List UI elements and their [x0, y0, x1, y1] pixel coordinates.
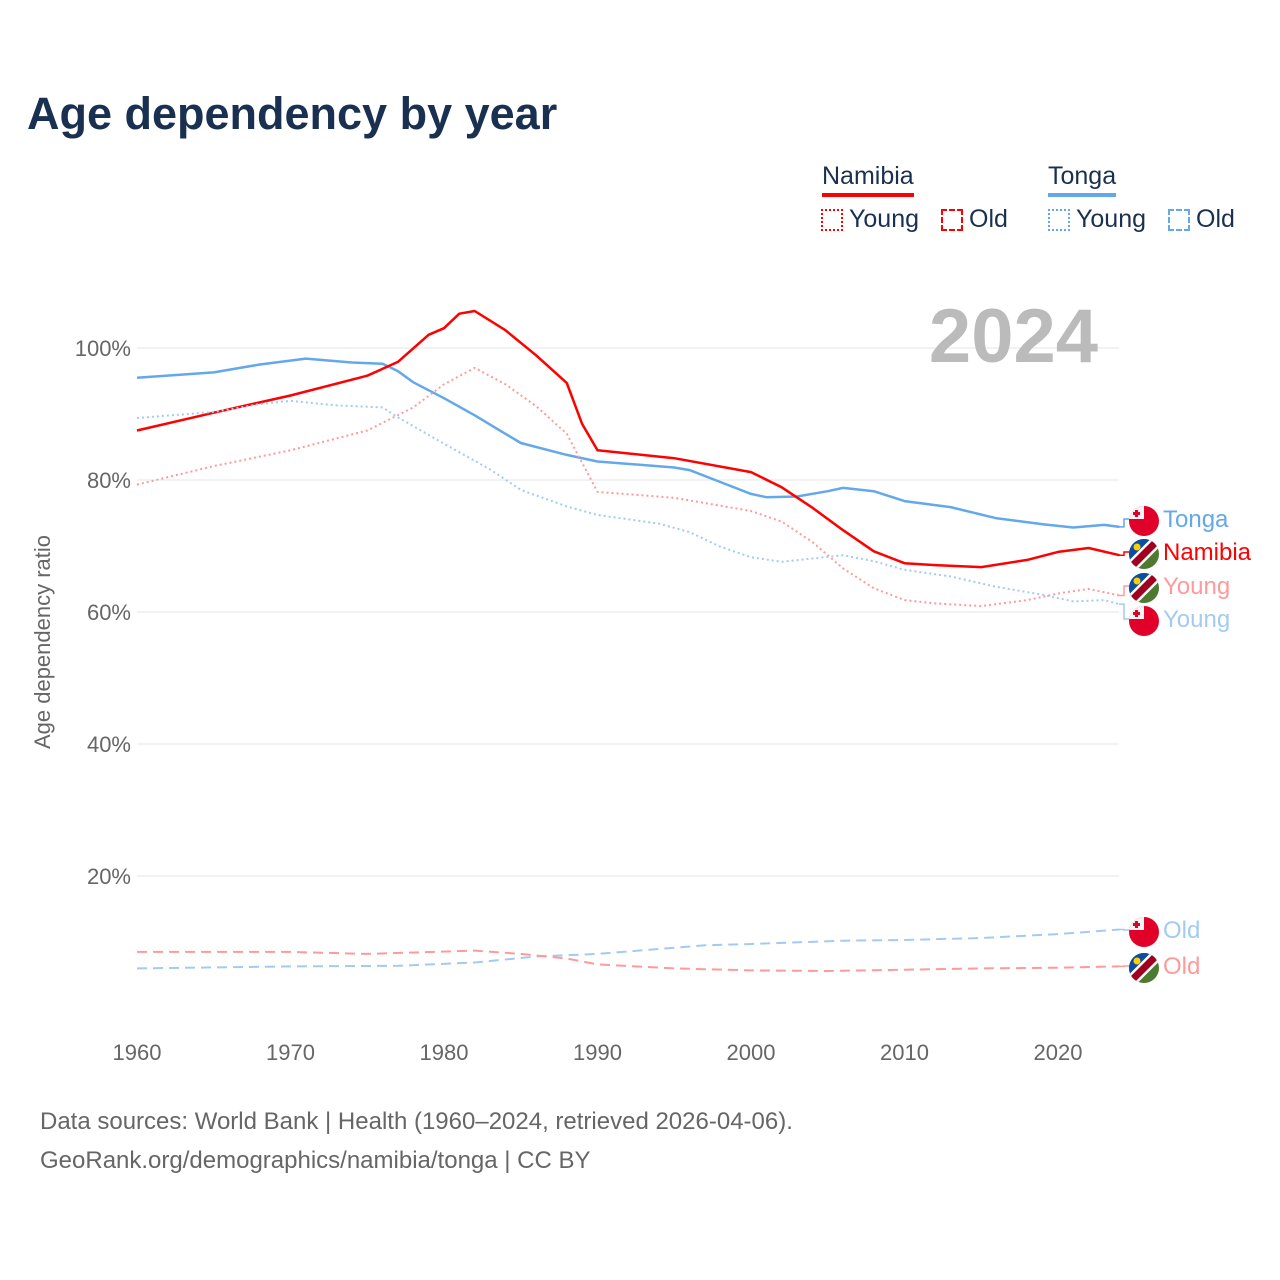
series-line-tonga[interactable] — [136, 357, 1120, 529]
legend-tonga[interactable]: Tonga — [1048, 162, 1117, 197]
series-line-namibia-young[interactable] — [136, 366, 1120, 608]
series-line-tonga-young[interactable] — [136, 399, 1120, 606]
y-tick-label: 100% — [75, 336, 131, 361]
label-connector — [1119, 928, 1130, 931]
series-end-label: Old — [1163, 953, 1200, 980]
x-tick-label: 2020 — [1034, 1040, 1083, 1065]
series-line-namibia[interactable] — [136, 309, 1120, 569]
legend-namibia-young[interactable]: Young — [821, 205, 919, 234]
namibia-flag-icon — [1129, 539, 1159, 569]
label-connector — [1119, 518, 1130, 528]
namibia-flag-icon — [1129, 953, 1159, 983]
legend-tonga-young[interactable]: Young — [1048, 205, 1146, 234]
chart-title: Age dependency by year — [27, 88, 558, 139]
y-tick-label: 20% — [87, 864, 131, 889]
dashed-swatch-icon — [941, 208, 963, 231]
legend-label: Young — [849, 205, 919, 233]
namibia-flag-icon — [1129, 573, 1159, 603]
x-tick-label: 1990 — [573, 1040, 622, 1065]
y-tick-label: 40% — [87, 732, 131, 757]
y-axis-label: Age dependency ratio — [30, 535, 55, 749]
x-tick-label: 1960 — [113, 1040, 162, 1065]
series-line-tonga-old[interactable] — [136, 928, 1120, 970]
series-end-label: Tonga — [1163, 506, 1229, 533]
dotted-swatch-icon — [821, 208, 843, 231]
series-end-label: Namibia — [1163, 539, 1252, 566]
x-tick-label: 1980 — [420, 1040, 469, 1065]
footer-sources: Data sources: World Bank | Health (1960–… — [40, 1108, 793, 1135]
y-tick-label: 80% — [87, 468, 131, 493]
dashed-swatch-icon — [1168, 208, 1190, 231]
tonga-flag-icon — [1129, 606, 1159, 636]
legend-tonga-old[interactable]: Old — [1168, 205, 1235, 234]
footer-attribution[interactable]: GeoRank.org/demographics/namibia/tonga |… — [40, 1147, 591, 1174]
legend-label: Old — [969, 205, 1008, 233]
legend-namibia[interactable]: Namibia — [822, 162, 914, 197]
legend-namibia-old[interactable]: Old — [941, 205, 1008, 234]
series-line-namibia-old[interactable] — [137, 949, 1120, 972]
x-tick-label: 1970 — [266, 1040, 315, 1065]
y-tick-label: 60% — [87, 600, 131, 625]
tonga-flag-icon — [1129, 917, 1159, 947]
series-end-label: Old — [1163, 917, 1200, 944]
x-tick-label: 2010 — [880, 1040, 929, 1065]
tonga-flag-icon — [1129, 506, 1159, 536]
x-tick-label: 2000 — [727, 1040, 776, 1065]
legend-label: Old — [1196, 205, 1235, 233]
legend-label: Young — [1076, 205, 1146, 233]
label-connector — [1119, 585, 1130, 597]
series-end-label: Young — [1163, 573, 1230, 600]
current-year-label: 2024 — [929, 294, 1098, 379]
series-end-label: Young — [1163, 606, 1230, 633]
label-connector — [1119, 551, 1130, 556]
dotted-swatch-icon — [1048, 208, 1070, 231]
label-connector — [1119, 603, 1130, 620]
